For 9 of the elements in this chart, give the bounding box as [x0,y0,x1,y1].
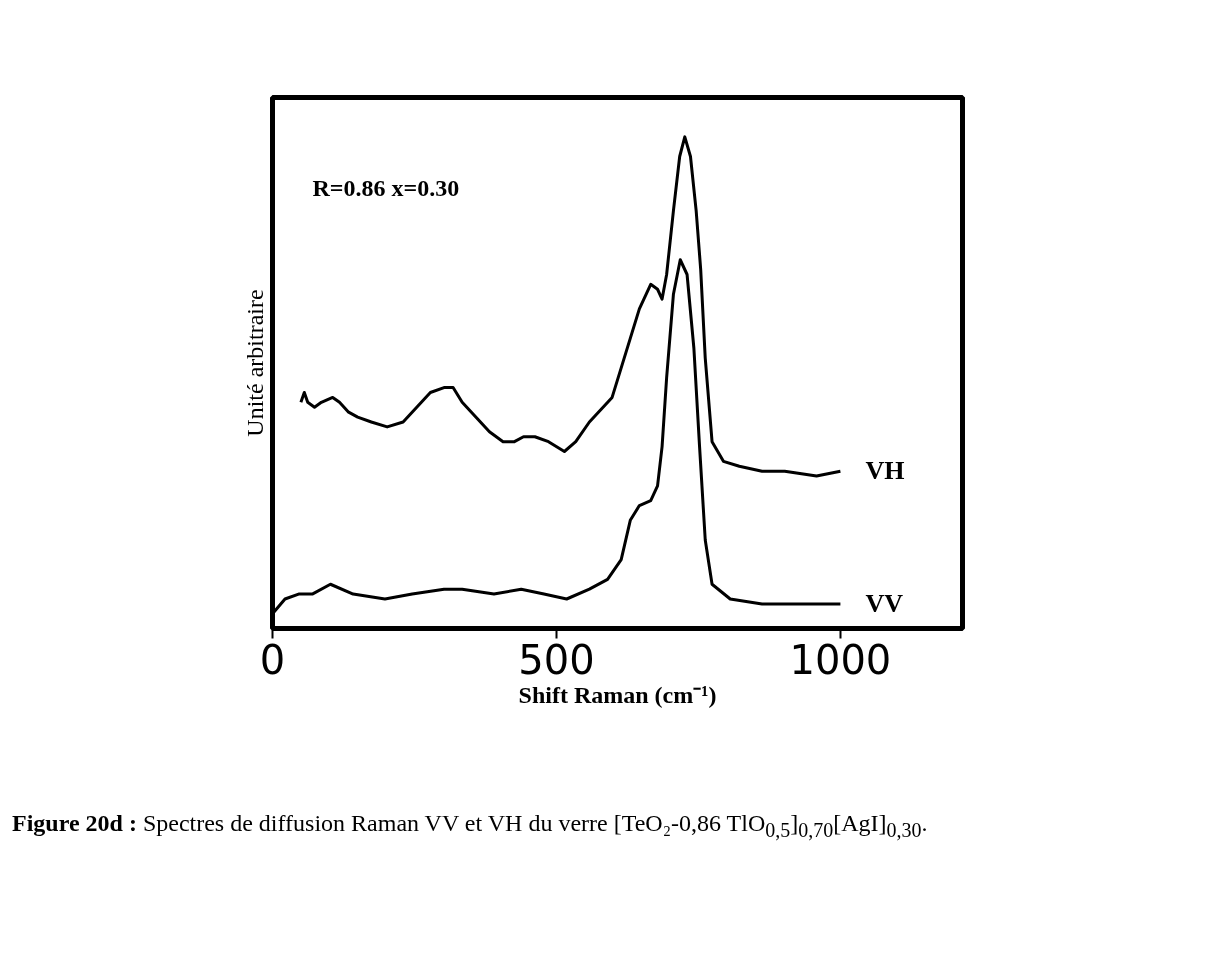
x-tick-label: 0 [259,636,286,683]
x-axis-title: Shift Raman (cm⁻¹) [518,681,717,708]
y-axis-title: Unité arbitraire [241,289,268,437]
x-tick-label: 500 [518,636,595,683]
caption: Figure 20d : Spectres de diffusion Raman VV et VH du verre [TeO₂-0,86 TlO$_{0,5}$]$_{0,70}$[AgI]$_{0,30}$. [12,809,928,843]
x-tick-label: 1000 [789,636,892,683]
series-label: VH [865,456,905,486]
annotation: R=0.86 x=0.30 [312,174,460,201]
series-label: VV [865,588,904,618]
